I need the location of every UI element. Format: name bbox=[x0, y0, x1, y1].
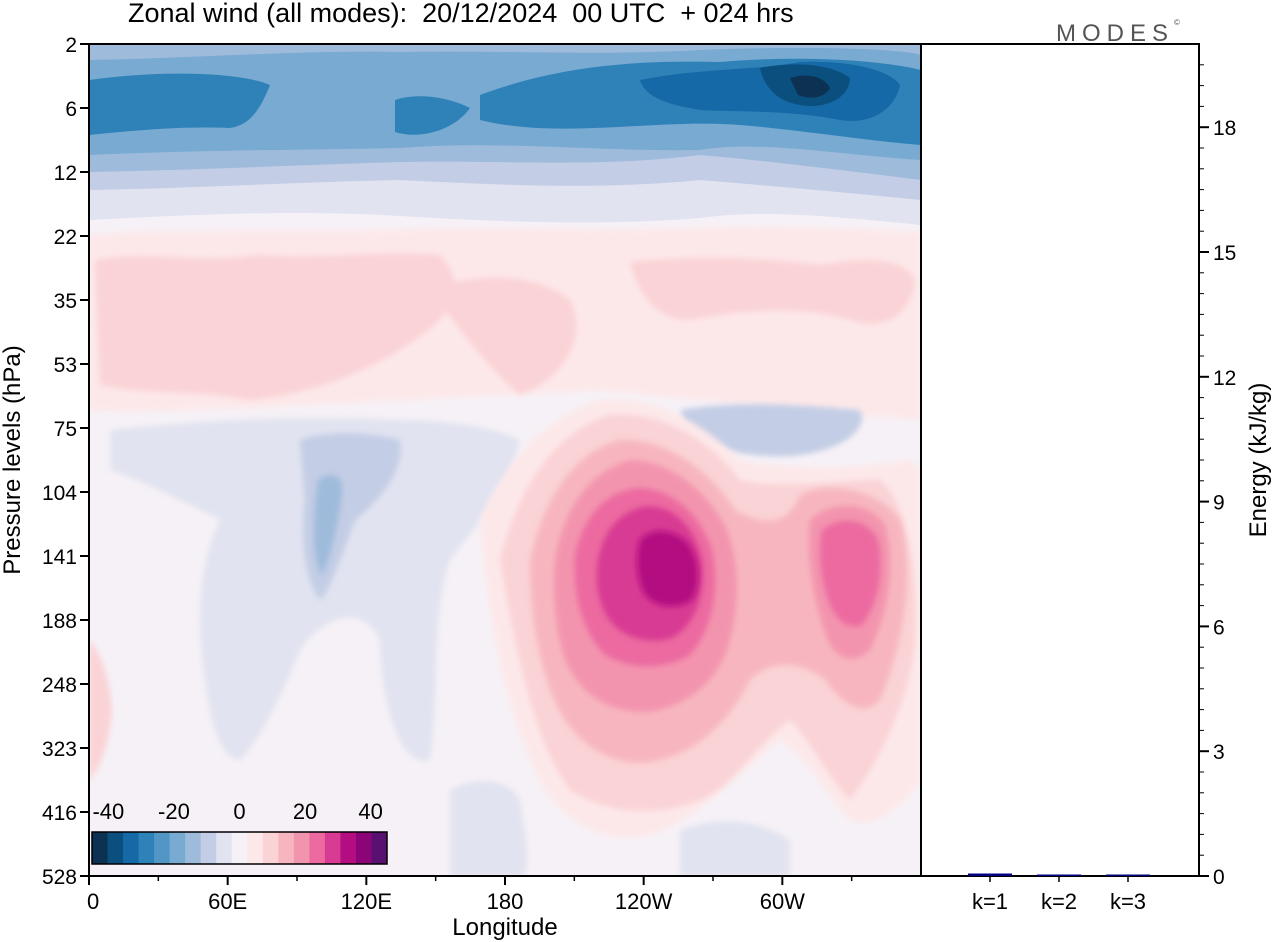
colorbar-swatch bbox=[340, 832, 357, 864]
bar-category-label: k=2 bbox=[1041, 889, 1077, 914]
energy-bar bbox=[968, 873, 1012, 876]
y-tick-label: 22 bbox=[54, 226, 77, 249]
y-tick-label: 528 bbox=[42, 866, 77, 889]
longitude-axis: 0 60E 120E 180 120W 60W bbox=[87, 876, 853, 914]
colorbar-swatch bbox=[309, 832, 326, 864]
y-tick-label: 416 bbox=[42, 802, 77, 825]
bar-category-label: k=1 bbox=[972, 889, 1008, 914]
colorbar-tick-label: 20 bbox=[293, 799, 317, 824]
colorbar-swatch bbox=[371, 832, 388, 864]
colorbar: -40 -20 0 20 40 bbox=[91, 799, 388, 865]
colorbar-swatch bbox=[293, 832, 310, 864]
colorbar-swatch bbox=[324, 832, 341, 864]
y-tick-label: 35 bbox=[54, 290, 77, 313]
y-tick-label: 2 bbox=[65, 34, 77, 57]
x-tick-label: 120W bbox=[615, 889, 673, 914]
colorbar-swatch bbox=[169, 832, 186, 864]
y-tick-label: 104 bbox=[42, 482, 77, 505]
x-tick-label: 180 bbox=[487, 889, 524, 914]
colorbar-swatch bbox=[154, 832, 171, 864]
modes-logo: MODES© bbox=[1056, 18, 1180, 47]
y-axis-label: Pressure levels (hPa) bbox=[0, 345, 26, 574]
x-tick-label: 0 bbox=[87, 889, 99, 914]
energy-tick-label: 0 bbox=[1213, 866, 1225, 889]
energy-tick-label: 6 bbox=[1213, 616, 1225, 639]
energy-tick-label: 9 bbox=[1213, 492, 1225, 515]
y-tick-label: 141 bbox=[42, 546, 77, 569]
colorbar-swatch bbox=[355, 832, 372, 864]
energy-tick-label: 15 bbox=[1213, 242, 1236, 265]
energy-axis: 0 3 6 9 12 15 18 bbox=[1199, 64, 1236, 889]
y-tick-label: 6 bbox=[65, 98, 77, 121]
energy-bar bbox=[1037, 874, 1081, 876]
bar-category-label: k=3 bbox=[1110, 889, 1146, 914]
y-tick-label: 188 bbox=[42, 610, 77, 633]
chart-title: Zonal wind (all modes): 20/12/2024 00 UT… bbox=[128, 0, 794, 28]
colorbar-swatch bbox=[216, 832, 233, 864]
colorbar-swatch bbox=[278, 832, 295, 864]
colorbar-swatch bbox=[107, 832, 124, 864]
colorbar-tick-label: -20 bbox=[158, 799, 190, 824]
y-tick-label: 323 bbox=[42, 738, 77, 761]
colorbar-swatch bbox=[262, 832, 279, 864]
energy-frame bbox=[920, 43, 1200, 877]
y-tick-label: 248 bbox=[42, 674, 77, 697]
colorbar-swatch bbox=[231, 832, 248, 864]
x-tick-label: 60W bbox=[760, 889, 805, 914]
colorbar-swatch bbox=[185, 832, 202, 864]
wind-heatmap bbox=[89, 44, 921, 876]
colorbar-frame bbox=[91, 831, 388, 865]
y-tick-label: 75 bbox=[54, 418, 77, 441]
colorbar-swatch bbox=[247, 832, 264, 864]
y-tick-label: 12 bbox=[54, 162, 77, 185]
colorbar-tick-label: 0 bbox=[233, 799, 245, 824]
energy-tick-label: 18 bbox=[1213, 117, 1236, 140]
energy-tick-label: 3 bbox=[1213, 741, 1225, 764]
colorbar-tick-label: 40 bbox=[358, 799, 382, 824]
pressure-axis: 2 6 12 22 35 53 75 104 141 188 248 323 416 528 bbox=[42, 34, 89, 889]
colorbar-swatch bbox=[123, 832, 140, 864]
energy-axis-label: Energy (kJ/kg) bbox=[1245, 383, 1272, 538]
energy-bars: k=1 k=2 k=3 bbox=[968, 873, 1150, 914]
colorbar-swatch bbox=[138, 832, 155, 864]
x-axis-label: Longitude bbox=[452, 914, 557, 941]
colorbar-swatch bbox=[92, 832, 109, 864]
colorbar-swatch bbox=[200, 832, 217, 864]
energy-tick-label: 12 bbox=[1213, 367, 1236, 390]
y-tick-label: 53 bbox=[54, 354, 77, 377]
colorbar-tick-label: -40 bbox=[92, 799, 124, 824]
x-tick-label: 60E bbox=[208, 889, 247, 914]
energy-bar bbox=[1106, 874, 1150, 876]
x-tick-label: 120E bbox=[341, 889, 392, 914]
